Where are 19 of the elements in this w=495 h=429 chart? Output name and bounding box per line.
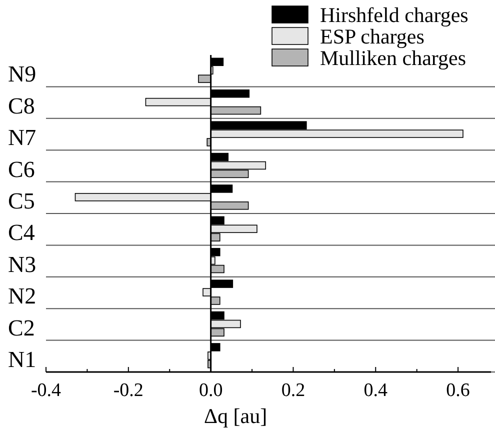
y-tick-label: N3 [8,252,36,277]
x-tick-label: -0.4 [30,380,62,401]
x-tick-label: 0.6 [446,380,470,401]
legend-label: Hirshfeld charges [320,3,468,27]
legend-label: ESP charges [320,24,424,48]
y-tick-label: C2 [8,315,35,340]
y-tick-label: C5 [8,188,35,214]
x-tick-label: -0.2 [113,380,144,401]
x-tick-label: 0.4 [364,380,388,401]
y-tick-label: N1 [8,347,36,372]
x-tick-label: 0.2 [281,380,306,401]
y-tick-label: N7 [8,125,36,150]
x-axis-title: Δq [au] [204,404,268,428]
y-tick-label: N2 [8,284,36,309]
y-tick-label: C6 [8,156,35,182]
y-tick-label: C8 [8,93,35,118]
y-tick-label: C4 [8,220,36,246]
y-tick-label: N9 [8,62,36,87]
x-tick-label: 0.0 [198,380,223,401]
